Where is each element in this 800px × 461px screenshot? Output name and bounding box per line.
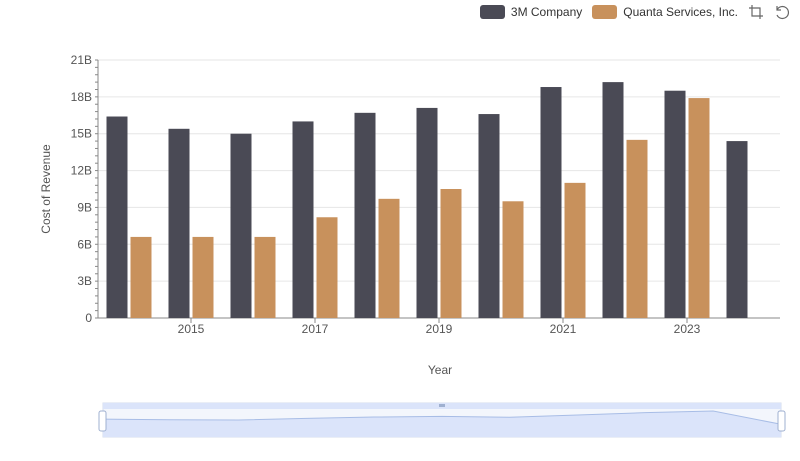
bar-quanta-2023[interactable] [688, 98, 710, 318]
bar-quanta-2015[interactable] [192, 236, 214, 318]
y-tick-label: 0 [85, 311, 92, 325]
bar-quanta-2021[interactable] [564, 182, 586, 318]
y-tick-label: 6B [77, 237, 92, 251]
x-tick-label: 2023 [674, 322, 701, 336]
bar-3m-2014[interactable] [106, 116, 128, 318]
legend-label-quanta: Quanta Services, Inc. [623, 5, 738, 19]
bar-quanta-2014[interactable] [130, 236, 152, 318]
datazoom-left-handle[interactable] [98, 410, 107, 432]
bar-3m-2015[interactable] [168, 128, 190, 318]
bar-3m-2024[interactable] [726, 141, 748, 318]
y-tick-label: 18B [71, 90, 92, 104]
x-axis-title: Year [428, 363, 452, 377]
bar-3m-2017[interactable] [292, 121, 314, 318]
bar-3m-2018[interactable] [354, 112, 376, 318]
legend-label-3m: 3M Company [510, 5, 583, 19]
bar-quanta-2018[interactable] [378, 198, 400, 318]
y-axis-title: Cost of Revenue [39, 144, 53, 234]
y-tick-label: 3B [77, 274, 92, 288]
legend-item-quanta[interactable]: Quanta Services, Inc. [592, 5, 738, 19]
y-tick-label: 9B [77, 200, 92, 214]
legend-swatch-quanta [592, 5, 618, 19]
bar-quanta-2019[interactable] [440, 189, 462, 318]
bar-3m-2016[interactable] [230, 133, 252, 318]
x-tick-label: 2015 [178, 322, 205, 336]
bar-quanta-2017[interactable] [316, 217, 338, 318]
legend-item-3m[interactable]: 3M Company [479, 5, 583, 19]
bar-3m-2021[interactable] [540, 87, 562, 319]
bar-3m-2019[interactable] [416, 107, 438, 319]
datazoom-grip-icon[interactable] [439, 404, 445, 407]
x-tick-label: 2019 [426, 322, 453, 336]
bar-quanta-2020[interactable] [502, 201, 524, 318]
datazoom-shadow-line [102, 410, 782, 425]
bar-quanta-2022[interactable] [626, 139, 648, 318]
datazoom-right-handle[interactable] [777, 410, 786, 432]
data-zoom-icon[interactable] [748, 4, 764, 20]
bar-3m-2020[interactable] [478, 114, 500, 318]
x-tick-label: 2021 [550, 322, 577, 336]
y-tick-label: 15B [71, 127, 92, 141]
y-tick-label: 12B [71, 164, 92, 178]
bar-3m-2022[interactable] [602, 82, 624, 318]
bar-quanta-2016[interactable] [254, 236, 276, 318]
datazoom-shadow-area [103, 411, 781, 437]
restore-icon[interactable] [774, 4, 790, 20]
legend-swatch-3m [479, 5, 505, 19]
bar-3m-2023[interactable] [664, 90, 686, 318]
x-tick-label: 2017 [302, 322, 329, 336]
y-tick-label: 21B [71, 53, 92, 67]
legend: 3M Company Quanta Services, Inc. [479, 4, 790, 20]
